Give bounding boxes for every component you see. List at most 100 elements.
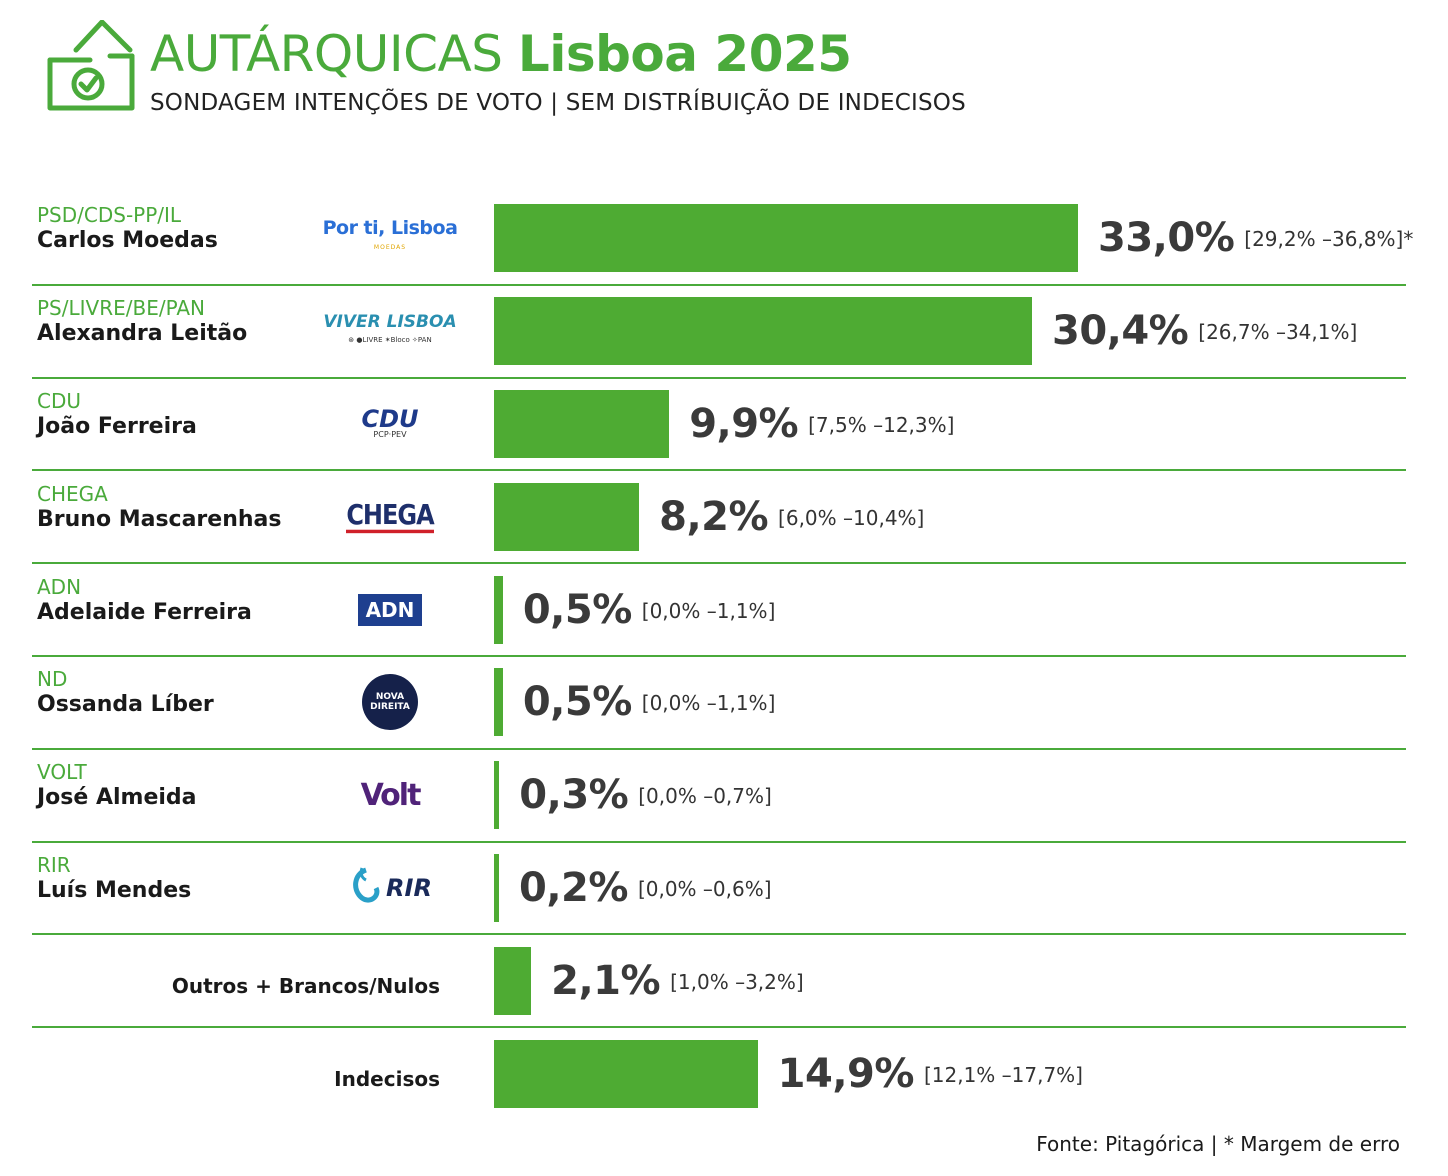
confidence-interval: [0,0% –0,7%] [638, 784, 772, 809]
logo-subtext: PCP·PEV [373, 429, 407, 439]
bar [494, 575, 503, 644]
confidence-interval: [12,1% –17,7%] [923, 1062, 1083, 1087]
logo-subtext: ⊛ ●LIVRE ✶Bloco ✧PAN [348, 336, 432, 345]
logo-wordmark: Por ti, Lisboa MOEDAS [323, 218, 458, 258]
chart-row: Indecisos 14,9% [12,1% –17,7%] [0, 1027, 1448, 1120]
confidence-interval: [1,0% –3,2%] [670, 969, 804, 994]
ballot-box-icon [47, 20, 135, 111]
value-label: 30,4% [1051, 308, 1189, 355]
candidate-name: José Almeida [37, 785, 197, 811]
logo-text: NOVA DIREITA [370, 692, 410, 713]
page-subtitle: SONDAGEM INTENÇÕES DE VOTO | SEM DISTRÍB… [150, 90, 966, 116]
party-name: ADN [37, 574, 82, 599]
chart-row: Outros + Brancos/Nulos 2,1% [1,0% –3,2%] [0, 934, 1448, 1027]
bar [494, 761, 500, 830]
candidate-name: Bruno Mascarenhas [37, 506, 282, 532]
logo-wordmark: CDU PCP·PEV [361, 404, 419, 440]
party-name: PS/LIVRE/BE/PAN [37, 296, 206, 321]
logo-wordmark: RIR [348, 866, 432, 910]
bar [494, 482, 640, 551]
logo-text: Volt [360, 777, 422, 813]
confidence-interval: [0,0% –1,1%] [641, 598, 776, 623]
bar [494, 946, 532, 1015]
chart-row: CDU João Ferreira CDU PCP·PEV 9,9% [7,5% –12,… [0, 378, 1448, 471]
row-separator [32, 283, 1406, 286]
header: AUTÁRQUICAS Lisboa 2025 SONDAGEM INTENÇÕ… [46, 20, 1426, 120]
party-name: RIR [37, 852, 71, 877]
logo-text: VIVER LISBOA [323, 312, 457, 333]
value-label: 0,5% [522, 586, 632, 633]
title-bold: Lisboa 2025 [517, 25, 852, 83]
candidate-name: Luís Mendes [37, 877, 192, 903]
logo-text: CHEGA [346, 500, 435, 534]
confidence-interval: [29,2% –36,8%]* [1244, 227, 1414, 252]
logo-subtext: MOEDAS [373, 244, 407, 252]
party-logo: CDU PCP·PEV [310, 378, 470, 471]
bar [494, 389, 670, 458]
source-note: Fonte: Pitagórica | * Margem de erro [1036, 1132, 1400, 1156]
bar [494, 853, 499, 922]
chart-row: VOLT José Almeida Volt 0,3% [0,0% –0,7%] [0, 749, 1448, 842]
confidence-interval: [0,0% –1,1%] [641, 691, 776, 716]
value-label: 2,1% [551, 957, 661, 1004]
chart-row: PS/LIVRE/BE/PAN Alexandra Leitão VIVER LIS… [0, 285, 1448, 378]
chart-row: CHEGA Bruno Mascarenhas CHEGA 8,2% [6,0% –10… [0, 470, 1448, 563]
party-logo: Volt [310, 749, 470, 842]
candidate-name: Carlos Moedas [37, 228, 218, 254]
chart-row: PSD/CDS-PP/IL Carlos Moedas Por ti, Lisboa… [0, 192, 1448, 285]
chart-row: RIR Luís Mendes RIR 0,2% [0,0% –0,6%] [0, 842, 1448, 935]
value-label: 9,9% [689, 400, 799, 447]
row-separator [32, 840, 1406, 843]
bar [494, 1039, 758, 1108]
row-separator [32, 1026, 1406, 1029]
party-name: CDU [37, 388, 82, 413]
title-light: AUTÁRQUICAS [150, 25, 503, 83]
row-label: Indecisos [334, 1066, 440, 1091]
logo-text: CDU [361, 404, 419, 433]
bar [494, 204, 1078, 273]
candidate-name: Ossanda Líber [37, 692, 214, 718]
logo-wordmark: VIVER LISBOA ⊛ ●LIVRE ✶Bloco ✧PAN [323, 313, 456, 349]
row-separator [32, 655, 1406, 657]
party-name: PSD/CDS-PP/IL [37, 203, 182, 228]
candidate-name: João Ferreira [37, 413, 197, 439]
swirl-icon [348, 866, 382, 910]
bar [494, 668, 503, 737]
value-label: 14,9% [777, 1050, 915, 1097]
row-separator [32, 376, 1406, 379]
chart-row: ND Ossanda Líber NOVA DIREITA 0,5% [0,0% –1,… [0, 656, 1448, 749]
confidence-interval: [6,0% –10,4%] [778, 505, 925, 530]
value-label: 8,2% [659, 493, 769, 540]
party-logo: CHEGA [310, 470, 470, 563]
row-separator [32, 469, 1406, 472]
row-separator [32, 933, 1406, 936]
party-name: ND [37, 667, 68, 692]
row-separator [32, 747, 1406, 750]
value-label: 33,0% [1098, 215, 1235, 262]
candidate-name: Alexandra Leitão [37, 321, 248, 347]
confidence-interval: [0,0% –0,6%] [637, 876, 772, 901]
party-logo: ADN [310, 563, 470, 656]
value-label: 0,2% [519, 864, 628, 911]
confidence-interval: [7,5% –12,3%] [808, 412, 955, 437]
page-title: AUTÁRQUICAS Lisboa 2025 [150, 24, 852, 84]
row-separator [32, 562, 1406, 565]
logo-badge: NOVA DIREITA [362, 674, 418, 731]
party-logo: RIR [310, 842, 470, 935]
party-logo: Por ti, Lisboa MOEDAS [310, 192, 470, 285]
confidence-interval: [26,7% –34,1%] [1198, 320, 1358, 345]
logo-text: Por ti, Lisboa [322, 217, 458, 240]
value-label: 0,5% [522, 679, 632, 726]
party-name: CHEGA [37, 481, 108, 506]
bar [494, 297, 1032, 366]
party-logo: NOVA DIREITA [310, 656, 470, 749]
chart-row: ADN Adelaide Ferreira ADN 0,5% [0,0% –1,1%] [0, 563, 1448, 656]
logo-text: RIR [386, 873, 432, 902]
candidate-name: Adelaide Ferreira [37, 599, 252, 625]
row-label: Outros + Brancos/Nulos [171, 973, 440, 998]
party-logo: VIVER LISBOA ⊛ ●LIVRE ✶Bloco ✧PAN [310, 285, 470, 378]
party-name: VOLT [37, 760, 87, 785]
logo-text: ADN [357, 593, 423, 626]
value-label: 0,3% [519, 772, 629, 819]
